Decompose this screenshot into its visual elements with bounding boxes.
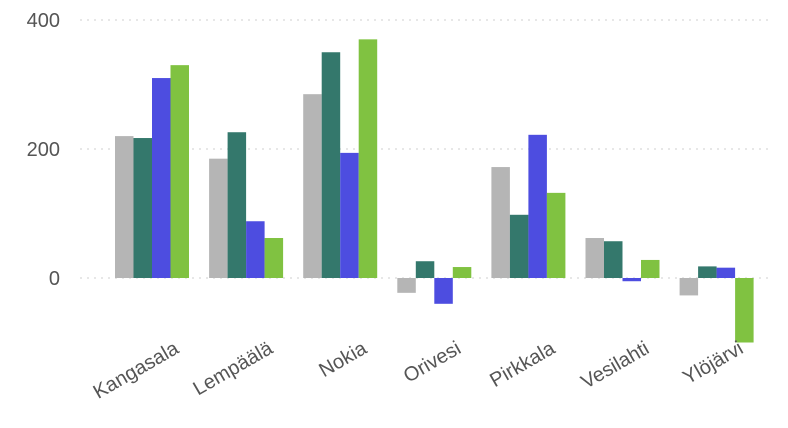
bar-orivesi-series-1: [397, 278, 416, 293]
x-category-label-vesilahti: Vesilahti: [577, 337, 653, 393]
x-category-label-lempäälä: Lempäälä: [190, 337, 278, 400]
x-category-label-kangasala: Kangasala: [90, 337, 184, 404]
bar-ylöjärvi-series-2: [698, 266, 717, 278]
bar-orivesi-series-4: [452, 267, 472, 278]
bar-kangasala-series-3: [152, 78, 171, 278]
bar-pirkkala-series-3: [528, 134, 547, 278]
bar-lempäälä-series-3: [246, 221, 265, 278]
bar-kangasala-series-2: [133, 138, 152, 278]
bar-nokia-series-4: [358, 39, 378, 278]
bar-vesilahti-series-1: [585, 238, 604, 278]
x-category-label-pirkkala: Pirkkala: [486, 337, 559, 392]
bar-pirkkala-series-4: [546, 192, 566, 278]
y-tick-label: 0: [49, 268, 60, 290]
x-category-label-nokia: Nokia: [315, 337, 371, 382]
bar-ylöjärvi-series-4: [735, 278, 754, 343]
y-axis-tick-labels: 0 200 400: [27, 10, 60, 290]
bar-nokia-series-2: [321, 52, 341, 278]
bar-pirkkala-series-1: [491, 167, 510, 278]
bar-vesilahti-series-3: [622, 278, 641, 282]
bar-nokia-series-3: [340, 152, 359, 278]
bar-ylöjärvi-series-1: [679, 278, 699, 296]
bar-lempäälä-series-2: [227, 132, 247, 278]
bar-lempäälä-series-4: [264, 238, 284, 278]
bar-lempäälä-series-1: [209, 158, 228, 278]
bar-orivesi-series-3: [434, 278, 453, 304]
x-category-label-orivesi: Orivesi: [400, 337, 465, 387]
bar-orivesi-series-2: [415, 261, 435, 278]
bars: [115, 39, 754, 343]
bar-kangasala-series-4: [170, 65, 189, 279]
y-tick-label: 400: [27, 10, 60, 32]
bar-nokia-series-1: [303, 94, 322, 278]
y-tick-label: 200: [27, 139, 60, 161]
x-axis-category-labels: Kangasala Lempäälä Nokia Orivesi Pirkkala Ves…: [90, 337, 747, 404]
bar-vesilahti-series-2: [604, 241, 623, 278]
bar-vesilahti-series-4: [641, 259, 660, 278]
bar-pirkkala-series-2: [509, 214, 529, 278]
bar-kangasala-series-1: [115, 136, 134, 278]
bar-ylöjärvi-series-3: [716, 267, 736, 278]
x-category-label-ylöjärvi: Ylöjärvi: [679, 337, 747, 389]
